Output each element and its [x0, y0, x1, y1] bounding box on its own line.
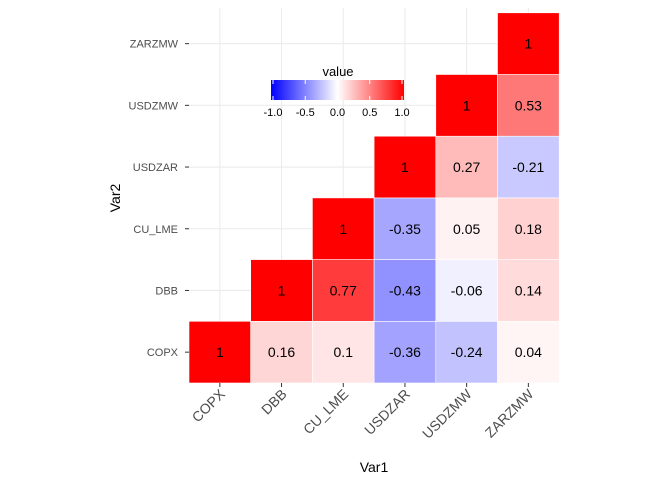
legend-tick-label: -0.5: [296, 107, 315, 119]
legend-tick-label: -1.0: [264, 107, 283, 119]
heatmap-cells: [188, 12, 560, 384]
heatmap-cell: [312, 259, 375, 322]
heatmap-cell: [497, 12, 560, 75]
y-tick-label: COPX: [147, 347, 179, 359]
heatmap-cell: [435, 74, 498, 137]
cell-value-label: 0.14: [515, 282, 542, 298]
color-legend: value -1.0 -0.5 0.0 0.5 1.0: [264, 64, 410, 119]
heatmap-cell: [435, 197, 498, 260]
legend-colorbar: [271, 80, 404, 100]
heatmap-cell: [435, 135, 498, 199]
cell-value-label: -0.21: [512, 159, 544, 175]
cell-value-label: 0.77: [330, 282, 357, 298]
heatmap-cell: [435, 259, 498, 322]
heatmap-cell: [373, 135, 437, 199]
cell-value-label: 1: [401, 159, 409, 175]
heatmap-cell: [250, 259, 313, 322]
legend-tick-label: 1.0: [394, 107, 409, 119]
x-tick-label: COPX: [189, 385, 229, 425]
cell-value-label: 0.53: [515, 97, 542, 113]
y-tick-label: USDZMW: [129, 100, 179, 112]
heatmap-cell: [435, 320, 498, 384]
cell-value-label: 1: [278, 282, 286, 298]
x-tick-label: DBB: [258, 386, 290, 418]
cell-value-label: 0.05: [453, 221, 480, 237]
cell-value-label: 1: [216, 344, 224, 360]
heatmap-cell: [497, 135, 560, 199]
legend-ticks: -1.0 -0.5 0.0 0.5 1.0: [264, 80, 410, 119]
y-tick-label: USDZAR: [133, 162, 178, 174]
x-axis-title: Var1: [360, 459, 389, 475]
y-axis-title: Var2: [107, 184, 123, 213]
cell-value-label: 0.16: [268, 344, 295, 360]
heatmap-cell: [497, 74, 560, 137]
x-tick-label: USDZMW: [419, 385, 475, 441]
y-tick-label: DBB: [155, 285, 178, 297]
x-axis-ticks: COPX DBB CU_LME USDZAR USDZMW ZARZMW: [189, 383, 537, 442]
y-tick-label: ZARZMW: [130, 39, 179, 51]
y-tick-label: CU_LME: [133, 224, 178, 236]
cell-value-label: 1: [463, 97, 471, 113]
cell-value-label: 1: [339, 221, 347, 237]
legend-title: value: [322, 64, 353, 79]
cell-value-label: 0.04: [515, 344, 542, 360]
x-tick-label: USDZAR: [361, 386, 413, 438]
cell-value-label: 0.1: [334, 344, 354, 360]
heatmap-cell: [497, 259, 560, 322]
heatmap-cell: [373, 197, 437, 260]
cell-value-label: -0.43: [389, 282, 421, 298]
cell-value-label: -0.35: [389, 221, 421, 237]
cell-value-label: -0.24: [451, 344, 483, 360]
heatmap-cell: [312, 197, 375, 260]
y-axis-ticks: COPX DBB CU_LME USDZAR USDZMW ZARZMW: [129, 39, 189, 359]
x-tick-label: CU_LME: [300, 386, 351, 437]
cell-value-label: -0.06: [451, 282, 483, 298]
legend-tick-label: 0.0: [330, 107, 345, 119]
heatmap-cell: [188, 320, 252, 384]
cell-value-label: 1: [524, 36, 532, 52]
legend-tick-label: 0.5: [362, 107, 377, 119]
cell-value-label: 0.18: [515, 221, 542, 237]
cell-value-label: -0.36: [389, 344, 421, 360]
x-tick-label: ZARZMW: [482, 385, 537, 440]
heatmap-cell: [497, 197, 560, 260]
cell-labels: 1 0.16 0.1 -0.36 -0.24 0.04 1 0.77 -0.43 -0.06 0.1…: [216, 36, 545, 360]
cell-value-label: 0.27: [453, 159, 480, 175]
heatmap-cell: [250, 320, 313, 384]
